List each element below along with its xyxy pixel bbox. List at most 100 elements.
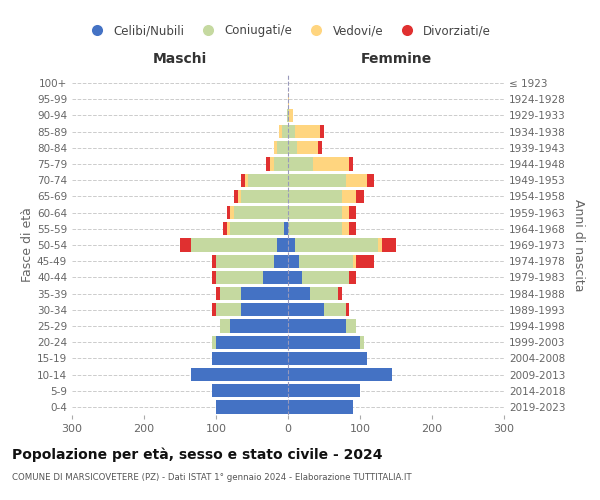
Bar bbox=[320, 125, 324, 138]
Bar bbox=[241, 174, 245, 187]
Bar bbox=[282, 125, 288, 138]
Bar bbox=[180, 238, 191, 252]
Bar bbox=[288, 238, 295, 252]
Bar bbox=[346, 174, 367, 187]
Bar bbox=[288, 174, 346, 187]
Bar bbox=[212, 336, 216, 349]
Bar bbox=[270, 158, 274, 170]
Bar bbox=[367, 174, 374, 187]
Bar bbox=[288, 352, 367, 365]
Bar bbox=[241, 303, 288, 316]
Bar bbox=[234, 206, 288, 220]
Bar bbox=[230, 320, 288, 332]
Bar bbox=[295, 125, 320, 138]
Bar bbox=[289, 109, 293, 122]
Bar bbox=[338, 287, 342, 300]
Bar bbox=[230, 222, 284, 235]
Text: COMUNE DI MARSICOVETERE (PZ) - Dati ISTAT 1° gennaio 2024 - Elaborazione TUTTITA: COMUNE DI MARSICOVETERE (PZ) - Dati ISTA… bbox=[12, 472, 412, 482]
Bar bbox=[220, 287, 241, 300]
Bar bbox=[342, 222, 349, 235]
Bar bbox=[288, 222, 342, 235]
Bar bbox=[360, 336, 364, 349]
Bar bbox=[288, 287, 310, 300]
Bar bbox=[216, 336, 288, 349]
Text: Popolazione per età, sesso e stato civile - 2024: Popolazione per età, sesso e stato civil… bbox=[12, 448, 383, 462]
Bar bbox=[288, 125, 295, 138]
Bar bbox=[346, 320, 356, 332]
Bar bbox=[274, 254, 288, 268]
Bar bbox=[288, 368, 392, 381]
Bar bbox=[349, 206, 356, 220]
Bar bbox=[248, 174, 288, 187]
Bar bbox=[266, 158, 270, 170]
Bar bbox=[288, 109, 289, 122]
Bar bbox=[349, 270, 356, 284]
Bar bbox=[353, 254, 356, 268]
Bar bbox=[230, 206, 234, 220]
Bar bbox=[227, 206, 230, 220]
Bar bbox=[274, 158, 288, 170]
Bar bbox=[295, 238, 378, 252]
Bar bbox=[191, 238, 277, 252]
Bar bbox=[299, 254, 353, 268]
Bar bbox=[288, 141, 296, 154]
Bar bbox=[263, 270, 288, 284]
Bar bbox=[288, 158, 313, 170]
Bar bbox=[346, 303, 349, 316]
Bar bbox=[313, 158, 349, 170]
Bar bbox=[288, 254, 299, 268]
Bar bbox=[245, 174, 248, 187]
Bar bbox=[212, 303, 216, 316]
Bar bbox=[288, 270, 302, 284]
Bar bbox=[302, 270, 349, 284]
Bar bbox=[212, 384, 288, 398]
Bar bbox=[296, 141, 318, 154]
Bar bbox=[342, 206, 349, 220]
Bar bbox=[241, 287, 288, 300]
Bar bbox=[216, 400, 288, 413]
Bar bbox=[378, 238, 382, 252]
Bar bbox=[241, 190, 288, 203]
Bar bbox=[234, 190, 238, 203]
Bar bbox=[220, 320, 230, 332]
Bar bbox=[349, 158, 353, 170]
Legend: Celibi/Nubili, Coniugati/e, Vedovi/e, Divorziati/e: Celibi/Nubili, Coniugati/e, Vedovi/e, Di… bbox=[80, 20, 496, 42]
Bar bbox=[288, 303, 324, 316]
Bar bbox=[191, 368, 288, 381]
Bar bbox=[288, 336, 360, 349]
Bar bbox=[216, 287, 220, 300]
Bar bbox=[318, 141, 322, 154]
Bar bbox=[288, 92, 289, 106]
Bar bbox=[382, 238, 396, 252]
Bar bbox=[288, 384, 360, 398]
Bar bbox=[212, 352, 288, 365]
Bar bbox=[342, 190, 356, 203]
Bar bbox=[324, 303, 346, 316]
Bar bbox=[288, 206, 342, 220]
Bar bbox=[274, 141, 277, 154]
Bar bbox=[356, 254, 374, 268]
Bar bbox=[212, 270, 216, 284]
Text: Femmine: Femmine bbox=[361, 52, 431, 66]
Text: Maschi: Maschi bbox=[153, 52, 207, 66]
Bar bbox=[288, 320, 346, 332]
Bar bbox=[238, 190, 241, 203]
Bar bbox=[216, 303, 241, 316]
Bar bbox=[288, 190, 342, 203]
Bar bbox=[216, 270, 263, 284]
Bar bbox=[223, 222, 227, 235]
Bar bbox=[216, 254, 274, 268]
Bar bbox=[287, 109, 288, 122]
Bar bbox=[288, 400, 353, 413]
Bar bbox=[349, 222, 356, 235]
Bar bbox=[277, 141, 288, 154]
Bar bbox=[212, 254, 216, 268]
Y-axis label: Fasce di età: Fasce di età bbox=[21, 208, 34, 282]
Bar bbox=[284, 222, 288, 235]
Bar bbox=[227, 222, 230, 235]
Bar bbox=[278, 125, 282, 138]
Bar bbox=[310, 287, 338, 300]
Y-axis label: Anni di nascita: Anni di nascita bbox=[572, 198, 585, 291]
Bar bbox=[356, 190, 364, 203]
Bar bbox=[277, 238, 288, 252]
